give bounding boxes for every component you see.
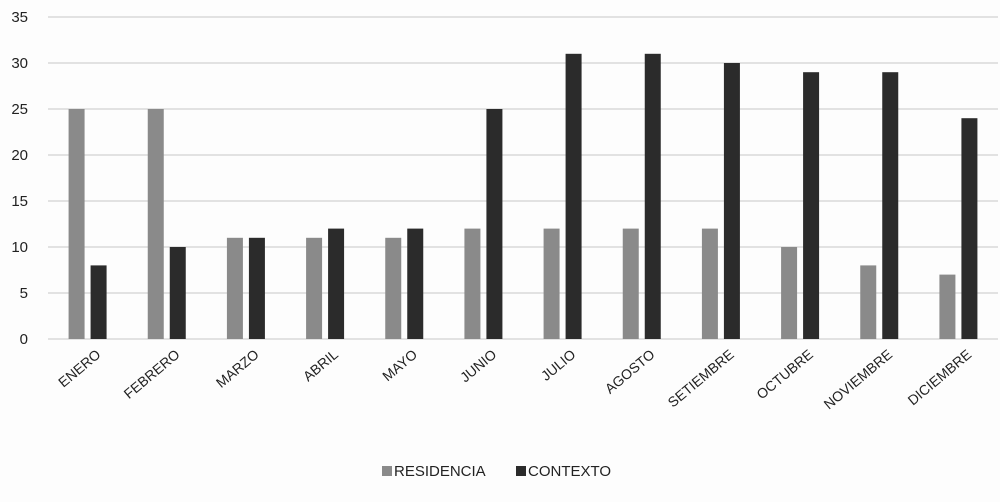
bar-contexto-junio (486, 109, 503, 339)
bar-contexto-abril (328, 228, 345, 339)
bar-residencia-febrero (147, 109, 164, 339)
bar-contexto-octubre (803, 72, 820, 339)
x-axis-labels: ENERO FEBRERO MARZO ABRIL MAYO JUNIO JULIO AGOS… (55, 346, 974, 412)
bar-residencia-abril (306, 237, 323, 339)
y-tick-label: 10 (11, 239, 28, 256)
bar-contexto-agosto (644, 53, 661, 340)
x-tick-label: MARZO (213, 346, 262, 391)
x-tick-label: DICIEMBRE (904, 346, 974, 408)
y-tick-label: 20 (11, 147, 28, 164)
x-tick-label: JUNIO (457, 346, 500, 385)
bar-contexto-setiembre (723, 63, 740, 339)
bar-contexto-mayo (407, 228, 424, 339)
bar-residencia-octubre (781, 247, 798, 339)
bar-residencia-agosto (622, 228, 639, 339)
bar-residencia-junio (464, 228, 481, 339)
bar-residencia-enero (68, 109, 85, 339)
bar-residencia-marzo (226, 237, 243, 339)
x-tick-label: SETIEMBRE (665, 346, 737, 410)
grid-layer (48, 16, 998, 340)
x-tick-label: AGOSTO (602, 346, 658, 397)
legend-label-contexto: CONTEXTO (528, 463, 611, 480)
y-tick-label: 0 (20, 331, 28, 348)
bar-residencia-diciembre (939, 274, 956, 339)
x-tick-label: ENERO (55, 346, 104, 390)
bar-contexto-diciembre (961, 118, 978, 339)
bar-contexto-enero (90, 265, 107, 339)
x-tick-label: ABRIL (300, 346, 341, 384)
bar-residencia-noviembre (860, 265, 877, 339)
x-tick-label: FEBRERO (121, 346, 183, 402)
bars-layer (68, 53, 978, 340)
y-tick-label: 25 (11, 101, 28, 118)
legend-swatch-contexto (516, 466, 526, 476)
legend-label-residencia: RESIDENCIA (394, 463, 486, 480)
bar-contexto-noviembre (882, 72, 899, 339)
legend: RESIDENCIA CONTEXTO (382, 463, 611, 480)
y-tick-label: 15 (11, 193, 28, 210)
x-tick-label: JULIO (538, 346, 579, 384)
x-tick-label: NOVIEMBRE (821, 346, 896, 412)
bar-contexto-marzo (248, 237, 265, 339)
bar-contexto-febrero (169, 247, 186, 339)
bar-residencia-mayo (385, 237, 402, 339)
bar-residencia-julio (543, 228, 560, 339)
bar-residencia-setiembre (701, 228, 718, 339)
x-tick-label: MAYO (379, 346, 420, 384)
y-tick-label: 5 (20, 285, 28, 302)
y-tick-label: 35 (11, 9, 28, 26)
y-axis-ticks: 0 5 10 15 20 25 30 35 (11, 9, 28, 348)
legend-swatch-residencia (382, 466, 392, 476)
x-tick-label: OCTUBRE (753, 346, 816, 402)
bar-contexto-julio (565, 53, 582, 340)
y-tick-label: 30 (11, 55, 28, 72)
